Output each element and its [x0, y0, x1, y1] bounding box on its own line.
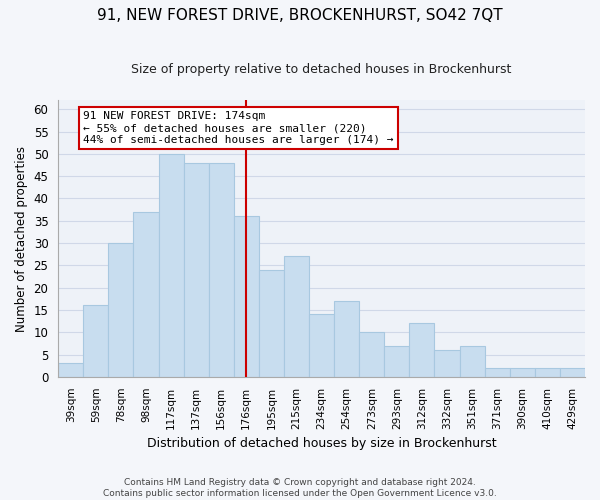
Bar	[209, 162, 234, 377]
Title: Size of property relative to detached houses in Brockenhurst: Size of property relative to detached ho…	[131, 62, 512, 76]
Bar	[284, 256, 309, 377]
Bar	[234, 216, 259, 377]
X-axis label: Distribution of detached houses by size in Brockenhurst: Distribution of detached houses by size …	[147, 437, 496, 450]
Bar	[510, 368, 535, 377]
Bar	[434, 350, 460, 377]
Text: Contains HM Land Registry data © Crown copyright and database right 2024.
Contai: Contains HM Land Registry data © Crown c…	[103, 478, 497, 498]
Bar	[184, 162, 209, 377]
Bar	[58, 364, 83, 377]
Bar	[133, 212, 158, 377]
Bar	[109, 243, 133, 377]
Text: 91 NEW FOREST DRIVE: 174sqm
← 55% of detached houses are smaller (220)
44% of se: 91 NEW FOREST DRIVE: 174sqm ← 55% of det…	[83, 112, 394, 144]
Bar	[309, 314, 334, 377]
Bar	[384, 346, 409, 377]
Bar	[158, 154, 184, 377]
Y-axis label: Number of detached properties: Number of detached properties	[15, 146, 28, 332]
Bar	[535, 368, 560, 377]
Bar	[359, 332, 384, 377]
Bar	[560, 368, 585, 377]
Text: 91, NEW FOREST DRIVE, BROCKENHURST, SO42 7QT: 91, NEW FOREST DRIVE, BROCKENHURST, SO42…	[97, 8, 503, 22]
Bar	[334, 301, 359, 377]
Bar	[460, 346, 485, 377]
Bar	[485, 368, 510, 377]
Bar	[259, 270, 284, 377]
Bar	[83, 306, 109, 377]
Bar	[409, 324, 434, 377]
